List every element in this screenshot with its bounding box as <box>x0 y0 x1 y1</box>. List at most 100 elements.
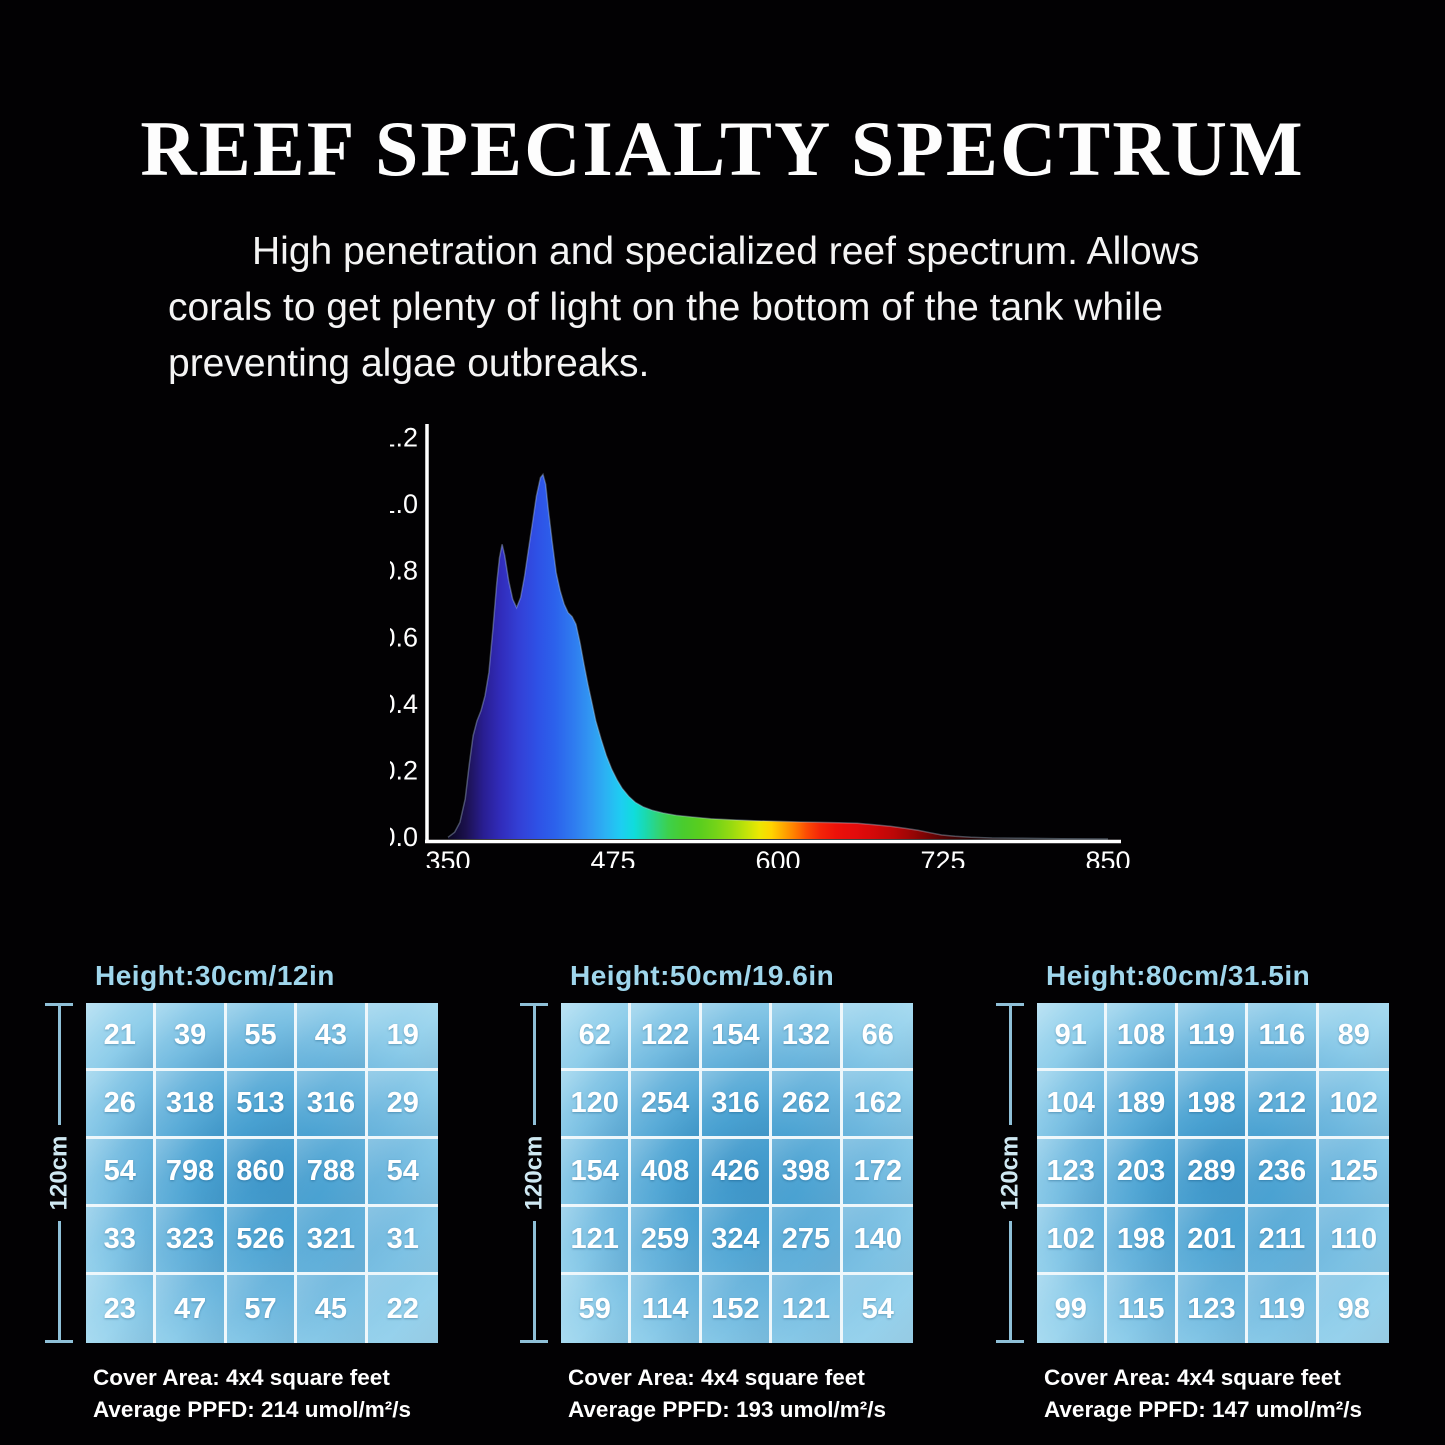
ppfd-grid: 21 39 55 43 19 26 318 513 316 29 54 798 860 788 54 33 32… <box>86 1003 438 1343</box>
x-tick-label: 350 <box>425 846 470 868</box>
avg-ppfd-text: Average PPFD: 193 umol/m²/s <box>568 1397 887 1422</box>
grid-cell: 19 <box>367 1003 438 1071</box>
dimension-cap-top <box>45 1003 73 1006</box>
dimension-line <box>57 1221 61 1340</box>
grid-cell: 172 <box>842 1139 913 1207</box>
y-axis-tick-labels: 0.0 0.2 0.4 0.6 0.8 1.0 1.2 <box>390 423 418 853</box>
grid-cell: 47 <box>156 1275 227 1343</box>
grid-cell: 203 <box>1107 1139 1178 1207</box>
grid-cell: 54 <box>842 1275 913 1343</box>
dimension-line <box>1008 1221 1012 1340</box>
dimension-cap-bottom <box>45 1340 73 1343</box>
grid-cell: 123 <box>1037 1139 1108 1207</box>
spectrum-area <box>448 474 1108 839</box>
grid-cell: 120 <box>561 1071 632 1139</box>
page-title: REEF SPECIALTY SPECTRUM <box>140 105 1305 192</box>
ppfd-grid: 62 122 154 132 66 120 254 316 262 162 154 408 426 398… <box>561 1003 913 1343</box>
ppfd-grid: 91 108 119 116 89 104 189 198 212 102 123 203 289 236… <box>1037 1003 1389 1343</box>
grid-cell: 39 <box>156 1003 227 1071</box>
subtitle-line: High penetration and specialized reef sp… <box>252 230 1200 273</box>
grid-cell: 526 <box>226 1207 298 1275</box>
grid-cell: 114 <box>631 1275 702 1343</box>
grid-cell: 201 <box>1177 1207 1249 1275</box>
grid-cell: 318 <box>156 1071 227 1139</box>
y-tick-label: 0.4 <box>390 689 418 719</box>
dimension-cap-top <box>520 1003 548 1006</box>
grid-cell: 323 <box>156 1207 227 1275</box>
grid-cell: 59 <box>561 1275 632 1343</box>
grid-cell: 33 <box>86 1207 157 1275</box>
grid-cell: 123 <box>1177 1275 1249 1343</box>
grid-cell: 316 <box>701 1071 773 1139</box>
panel-height-label: Height:30cm/12in <box>95 960 335 991</box>
cover-area-text: Cover Area: 4x4 square feet <box>1044 1365 1341 1390</box>
grid-cell: 408 <box>631 1139 702 1207</box>
grid-cell: 162 <box>842 1071 913 1139</box>
x-tick-label: 725 <box>920 846 965 868</box>
grid-cell: 91 <box>1037 1003 1108 1071</box>
dimension-cap-top <box>996 1003 1024 1006</box>
grid-cell: 132 <box>772 1003 843 1071</box>
grid-cell: 140 <box>842 1207 913 1275</box>
grid-cell: 31 <box>367 1207 438 1275</box>
grid-cell: 798 <box>156 1139 227 1207</box>
x-tick-label: 850 <box>1085 846 1130 868</box>
grid-cell: 119 <box>1248 1275 1319 1343</box>
cover-area-text: Cover Area: 4x4 square feet <box>568 1365 865 1390</box>
spectrum-chart: 0.0 0.2 0.4 0.6 0.8 1.0 1.2 350 475 600 725 850 <box>390 423 1130 868</box>
grid-cell: 275 <box>772 1207 843 1275</box>
grid-cell: 116 <box>1248 1003 1319 1071</box>
x-tick-label: 475 <box>590 846 635 868</box>
grid-cell: 26 <box>86 1071 157 1139</box>
grid-cell: 54 <box>367 1139 438 1207</box>
x-axis-tick-labels: 350 475 600 725 850 <box>425 846 1130 868</box>
y-tick-label: 0.6 <box>390 622 418 652</box>
grid-cell: 55 <box>226 1003 298 1071</box>
dimension-indicator: 120cm <box>520 1003 548 1343</box>
x-tick-label: 600 <box>755 846 800 868</box>
y-tick-label: 1.0 <box>390 489 418 519</box>
y-tick-label: 0.8 <box>390 556 418 586</box>
panel-height-label: Height:50cm/19.6in <box>570 960 835 991</box>
grid-cell: 54 <box>86 1139 157 1207</box>
dimension-line <box>532 1221 536 1340</box>
grid-cell: 89 <box>1318 1003 1389 1071</box>
grid-cell: 398 <box>772 1139 843 1207</box>
grid-cell: 22 <box>367 1275 438 1343</box>
grid-cell: 321 <box>297 1207 368 1275</box>
grid-cell: 104 <box>1037 1071 1108 1139</box>
grid-cell: 102 <box>1318 1071 1389 1139</box>
avg-ppfd-text: Average PPFD: 214 umol/m²/s <box>93 1397 412 1422</box>
grid-cell: 198 <box>1107 1207 1178 1275</box>
dimension-label: 120cm <box>520 1135 548 1211</box>
dimension-line <box>532 1006 536 1125</box>
grid-cell: 119 <box>1177 1003 1249 1071</box>
grid-cell: 788 <box>297 1139 368 1207</box>
grid-cell: 121 <box>561 1207 632 1275</box>
grid-cell: 154 <box>561 1139 632 1207</box>
panel-height-label: Height:80cm/31.5in <box>1046 960 1311 991</box>
dimension-indicator: 120cm <box>45 1003 73 1343</box>
grid-cell: 98 <box>1318 1275 1389 1343</box>
grid-cell: 426 <box>701 1139 773 1207</box>
grid-cell: 262 <box>772 1071 843 1139</box>
panel-footer: Cover Area: 4x4 square feet Average PPFD… <box>568 1362 886 1426</box>
spectrum-curve-outline <box>447 472 1109 840</box>
avg-ppfd-text: Average PPFD: 147 umol/m²/s <box>1044 1397 1363 1422</box>
grid-cell: 115 <box>1107 1275 1178 1343</box>
dimension-cap-bottom <box>520 1340 548 1343</box>
grid-cell: 254 <box>631 1071 702 1139</box>
grid-cell: 66 <box>842 1003 913 1071</box>
ppfd-panel-50cm: Height:50cm/19.6in 120cm 62 122 154 132 66 12… <box>520 958 960 1445</box>
panel-footer: Cover Area: 4x4 square feet Average PPFD… <box>1044 1362 1362 1426</box>
dimension-label: 120cm <box>45 1135 73 1211</box>
cover-area-text: Cover Area: 4x4 square feet <box>93 1365 390 1390</box>
grid-cell: 29 <box>367 1071 438 1139</box>
ppfd-panel-30cm: Height:30cm/12in 120cm 21 39 55 43 19 26 318 51… <box>45 958 485 1445</box>
grid-cell: 316 <box>297 1071 368 1139</box>
grid-cell: 198 <box>1177 1071 1249 1139</box>
y-tick-label: 1.2 <box>390 423 418 453</box>
grid-cell: 152 <box>701 1275 773 1343</box>
grid-cell: 121 <box>772 1275 843 1343</box>
